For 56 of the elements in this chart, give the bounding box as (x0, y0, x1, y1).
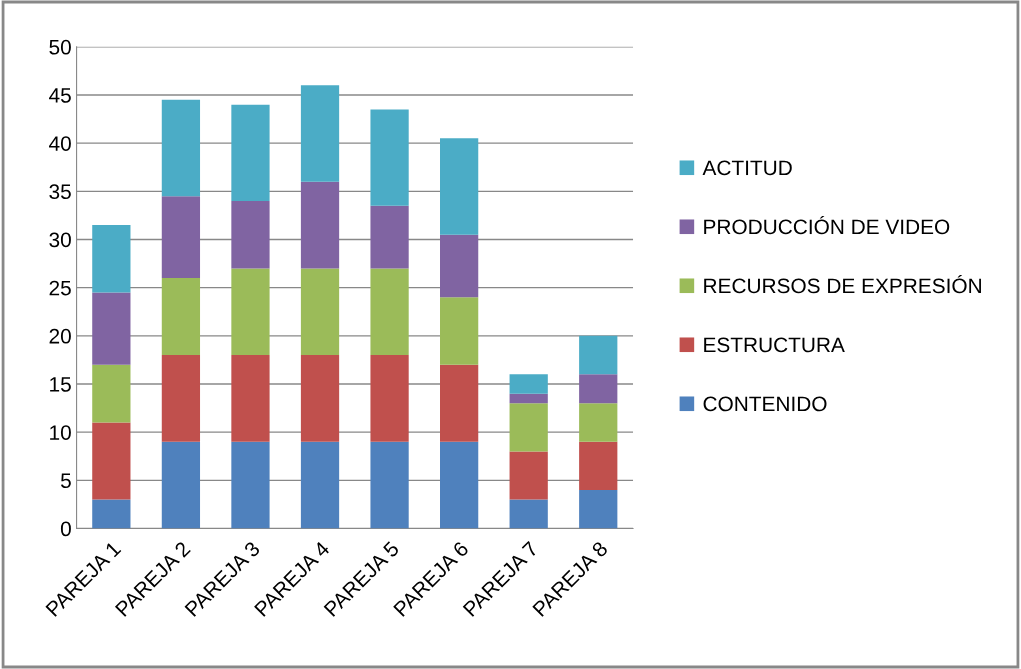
y-tick-label: 40 (49, 136, 71, 151)
legend-label: RECURSOS DE EXPRESIÓN (704, 274, 981, 294)
bar (92, 364, 131, 423)
bar (92, 499, 131, 529)
y-tick-label: 0 (60, 521, 71, 537)
bar (440, 364, 479, 442)
bar (509, 499, 548, 529)
bar (231, 268, 270, 356)
y-tick-label: 20 (49, 328, 71, 344)
y-tick-label: 15 (50, 377, 71, 392)
bar (161, 355, 201, 442)
bar (92, 422, 131, 500)
bar (509, 403, 548, 452)
bar (300, 355, 340, 442)
bar (231, 355, 270, 442)
legend-label: PRODUCCIÓN DE VIDEO (704, 215, 950, 235)
y-tick-label: 10 (50, 425, 71, 440)
bar (300, 85, 340, 182)
y-tick-label: 35 (49, 184, 71, 200)
bar (231, 441, 270, 529)
bar (92, 225, 131, 293)
y-tick-label: 30 (49, 232, 71, 248)
bar (440, 297, 479, 365)
y-tick-label: 50 (49, 39, 71, 55)
y-tick-label: 45 (49, 88, 71, 103)
bar (300, 268, 340, 356)
bar (370, 355, 409, 442)
bar (579, 335, 618, 375)
bar (300, 181, 340, 269)
bar (161, 196, 201, 279)
bar (509, 451, 548, 500)
bar (440, 441, 479, 529)
bar (161, 278, 201, 356)
bar (161, 99, 201, 197)
bar (231, 104, 270, 201)
bar (231, 200, 270, 269)
y-tick-label: 25 (49, 280, 71, 296)
bar (579, 374, 618, 404)
bar (509, 393, 548, 404)
bar (370, 205, 409, 269)
bar (370, 268, 409, 356)
bar (300, 441, 340, 529)
bar (509, 374, 548, 394)
bar (161, 441, 201, 529)
bar (579, 403, 618, 442)
legend-label: ACTITUD (702, 160, 792, 176)
bar (370, 109, 409, 206)
bar (579, 441, 618, 490)
bar (440, 234, 479, 298)
bar (579, 489, 618, 529)
legend-label: CONTENIDO (703, 396, 827, 412)
y-tick-label: 5 (60, 473, 71, 489)
bar (440, 138, 479, 235)
bar (370, 441, 409, 529)
bar (92, 292, 131, 365)
legend-label: ESTRUCTURA (704, 337, 845, 353)
